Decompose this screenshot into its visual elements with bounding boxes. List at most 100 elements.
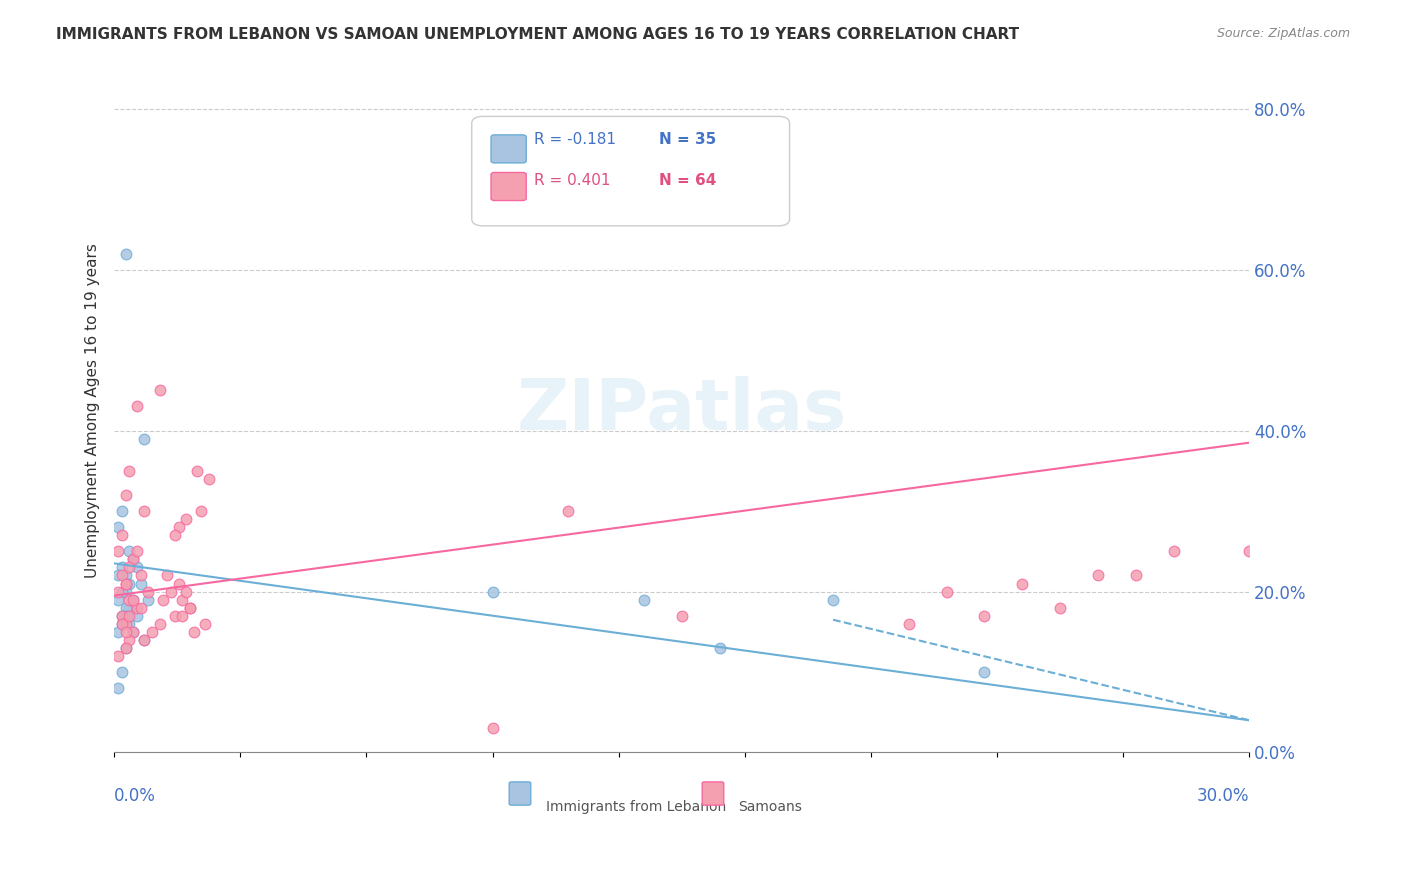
Point <box>129 568 152 582</box>
Point <box>118 544 141 558</box>
Point <box>973 665 995 679</box>
Point <box>118 464 141 478</box>
Text: 0.0%: 0.0% <box>114 787 156 805</box>
Point <box>141 624 163 639</box>
Point <box>118 608 141 623</box>
Point <box>136 584 159 599</box>
Text: IMMIGRANTS FROM LEBANON VS SAMOAN UNEMPLOYMENT AMONG AGES 16 TO 19 YEARS CORRELA: IMMIGRANTS FROM LEBANON VS SAMOAN UNEMPL… <box>56 27 1019 42</box>
Text: N = 35: N = 35 <box>659 132 716 147</box>
Point <box>118 632 141 647</box>
Point <box>186 464 208 478</box>
Point <box>190 504 212 518</box>
Point <box>935 584 957 599</box>
Point <box>1163 544 1185 558</box>
Point <box>118 576 141 591</box>
Point <box>1049 600 1071 615</box>
Point <box>163 608 186 623</box>
Text: R = 0.401: R = 0.401 <box>534 173 610 188</box>
Point <box>114 576 136 591</box>
FancyBboxPatch shape <box>491 172 526 201</box>
Point <box>125 560 148 574</box>
FancyBboxPatch shape <box>509 782 531 805</box>
Point <box>122 624 145 639</box>
Point <box>107 624 129 639</box>
Point <box>107 568 129 582</box>
Point <box>134 432 156 446</box>
Point <box>107 544 129 558</box>
Point <box>172 608 194 623</box>
Point <box>973 608 995 623</box>
Point <box>107 592 129 607</box>
Point <box>134 504 156 518</box>
Point <box>114 600 136 615</box>
Point <box>107 520 129 534</box>
Point <box>111 665 134 679</box>
Point <box>125 400 148 414</box>
Point <box>114 616 136 631</box>
Point <box>107 584 129 599</box>
FancyBboxPatch shape <box>491 135 526 163</box>
Point <box>179 600 201 615</box>
Point <box>183 624 205 639</box>
Point <box>114 488 136 502</box>
Point <box>1011 576 1033 591</box>
Point <box>167 520 190 534</box>
Point <box>111 560 134 574</box>
Point <box>114 640 136 655</box>
Point <box>114 584 136 599</box>
Point <box>122 552 145 566</box>
Point <box>129 576 152 591</box>
Point <box>111 608 134 623</box>
Point <box>114 624 136 639</box>
Point <box>111 568 134 582</box>
Text: R = -0.181: R = -0.181 <box>534 132 616 147</box>
Text: Samoans: Samoans <box>738 800 803 814</box>
Point <box>179 600 201 615</box>
Point <box>111 616 134 631</box>
Point <box>118 560 141 574</box>
Point <box>163 528 186 542</box>
Point <box>152 592 174 607</box>
Point <box>149 616 172 631</box>
Point <box>194 616 217 631</box>
Point <box>118 616 141 631</box>
Point <box>122 592 145 607</box>
Point <box>125 544 148 558</box>
Point <box>633 592 655 607</box>
Point <box>1125 568 1147 582</box>
Point <box>897 616 920 631</box>
FancyBboxPatch shape <box>472 116 790 226</box>
Point <box>114 568 136 582</box>
Point <box>114 640 136 655</box>
Point <box>1087 568 1109 582</box>
Point <box>114 576 136 591</box>
Point <box>167 576 190 591</box>
Point <box>136 592 159 607</box>
Point <box>481 722 503 736</box>
Point <box>557 504 579 518</box>
Text: N = 64: N = 64 <box>659 173 717 188</box>
Point <box>134 632 156 647</box>
Point <box>111 584 134 599</box>
Point <box>122 592 145 607</box>
Point <box>125 600 148 615</box>
Point <box>134 632 156 647</box>
Point <box>1239 544 1261 558</box>
Text: Source: ZipAtlas.com: Source: ZipAtlas.com <box>1216 27 1350 40</box>
Point <box>125 608 148 623</box>
Point <box>107 648 129 663</box>
Point <box>197 472 219 486</box>
FancyBboxPatch shape <box>702 782 724 805</box>
Point <box>118 592 141 607</box>
Text: 30.0%: 30.0% <box>1197 787 1250 805</box>
Point <box>481 584 503 599</box>
Point <box>174 584 197 599</box>
Point <box>172 592 194 607</box>
Point <box>149 384 172 398</box>
Point <box>174 512 197 526</box>
Point <box>114 608 136 623</box>
Y-axis label: Unemployment Among Ages 16 to 19 years: Unemployment Among Ages 16 to 19 years <box>86 243 100 578</box>
Point <box>114 246 136 260</box>
Text: Immigrants from Lebanon: Immigrants from Lebanon <box>546 800 725 814</box>
Point <box>118 600 141 615</box>
